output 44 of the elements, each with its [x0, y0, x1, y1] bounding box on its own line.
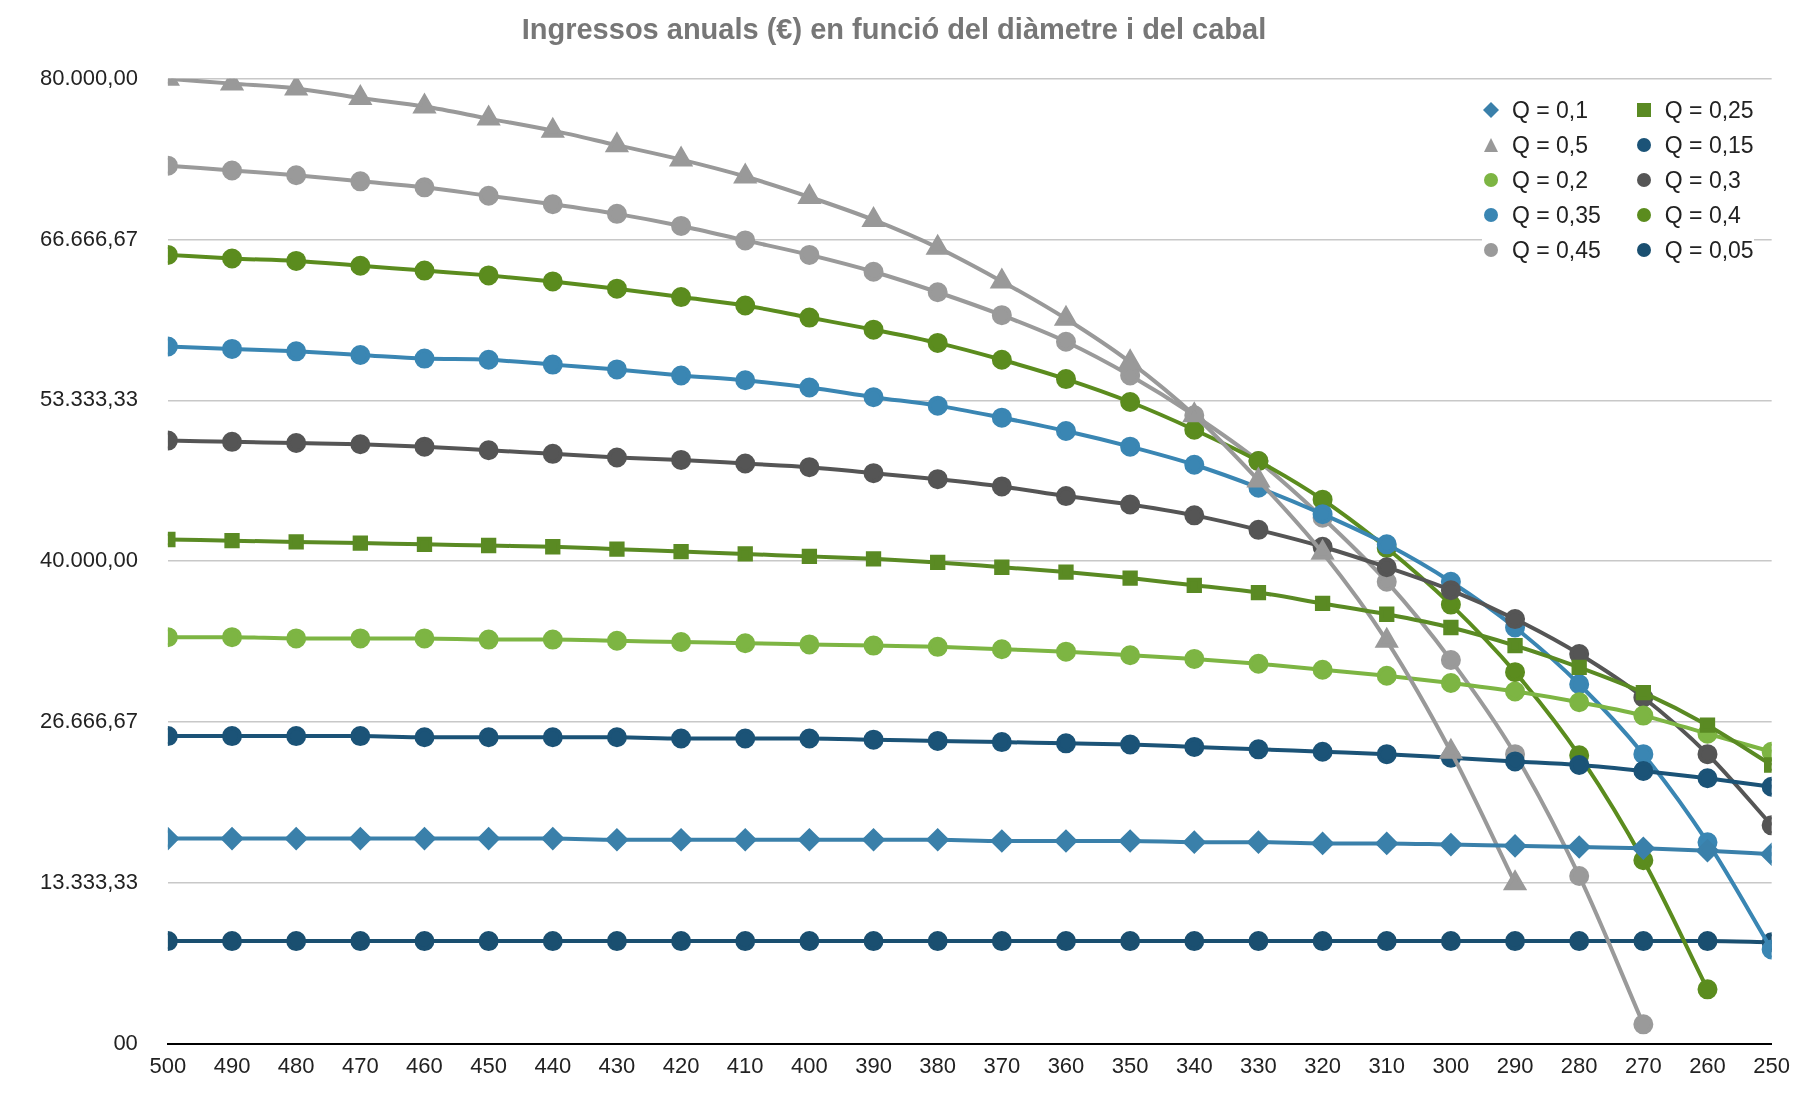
y-tick-label: 40.000,00 [40, 547, 138, 573]
x-tick-label: 300 [1432, 1052, 1470, 1078]
legend-label: Q = 0,25 [1664, 96, 1754, 124]
legend-label: Q = 0,45 [1511, 236, 1601, 264]
x-tick-label: 480 [277, 1052, 315, 1078]
y-tick-label: 26.666,67 [40, 708, 138, 734]
x-tick-label: 310 [1368, 1052, 1406, 1078]
x-tick-label: 490 [213, 1052, 251, 1078]
x-tick-label: 500 [149, 1052, 187, 1078]
x-tick-label: 330 [1240, 1052, 1277, 1078]
legend-label: Q = 0,05 [1664, 236, 1754, 264]
x-tick-label: 270 [1624, 1052, 1662, 1078]
y-tick-label: 66.666,67 [40, 225, 138, 251]
y-tick-label: 53.333,33 [40, 386, 138, 412]
legend-label: Q = 0,5 [1511, 131, 1588, 159]
x-tick-label: 370 [983, 1052, 1021, 1078]
legend-label: Q = 0,2 [1511, 166, 1588, 194]
x-tick-label: 260 [1689, 1052, 1726, 1078]
x-tick-label: 360 [1047, 1052, 1085, 1078]
x-tick-label: 250 [1753, 1052, 1791, 1078]
y-tick-label: 13.333,33 [40, 868, 138, 894]
x-tick-label: 460 [406, 1052, 443, 1078]
x-tick-label: 290 [1496, 1052, 1534, 1078]
legend-label: Q = 0,35 [1511, 201, 1601, 229]
x-tick-label: 420 [662, 1052, 700, 1078]
legend-label: Q = 0,4 [1664, 201, 1741, 229]
legend-label: Q = 0,15 [1664, 131, 1754, 159]
legend-label: Q = 0,3 [1664, 166, 1741, 194]
x-tick-label: 280 [1560, 1052, 1598, 1078]
x-tick-label: 320 [1304, 1052, 1341, 1078]
x-tick-label: 430 [598, 1052, 636, 1078]
x-tick-label: 440 [534, 1052, 572, 1078]
x-tick-label: 350 [1111, 1052, 1149, 1078]
x-tick-label: 400 [791, 1052, 828, 1078]
chart-title: Ingressos anuals (€) en funció del diàmetre i del cabal [521, 13, 1267, 46]
y-tick-label: 00 [113, 1029, 138, 1055]
x-tick-label: 450 [470, 1052, 507, 1078]
x-tick-label: 470 [341, 1052, 379, 1078]
x-tick-label: 340 [1175, 1052, 1213, 1078]
y-tick-label: 80.000,00 [40, 64, 138, 90]
x-tick-label: 390 [855, 1052, 892, 1078]
x-tick-label: 380 [919, 1052, 957, 1078]
legend-label: Q = 0,1 [1511, 96, 1588, 124]
x-tick-label: 410 [726, 1052, 764, 1078]
